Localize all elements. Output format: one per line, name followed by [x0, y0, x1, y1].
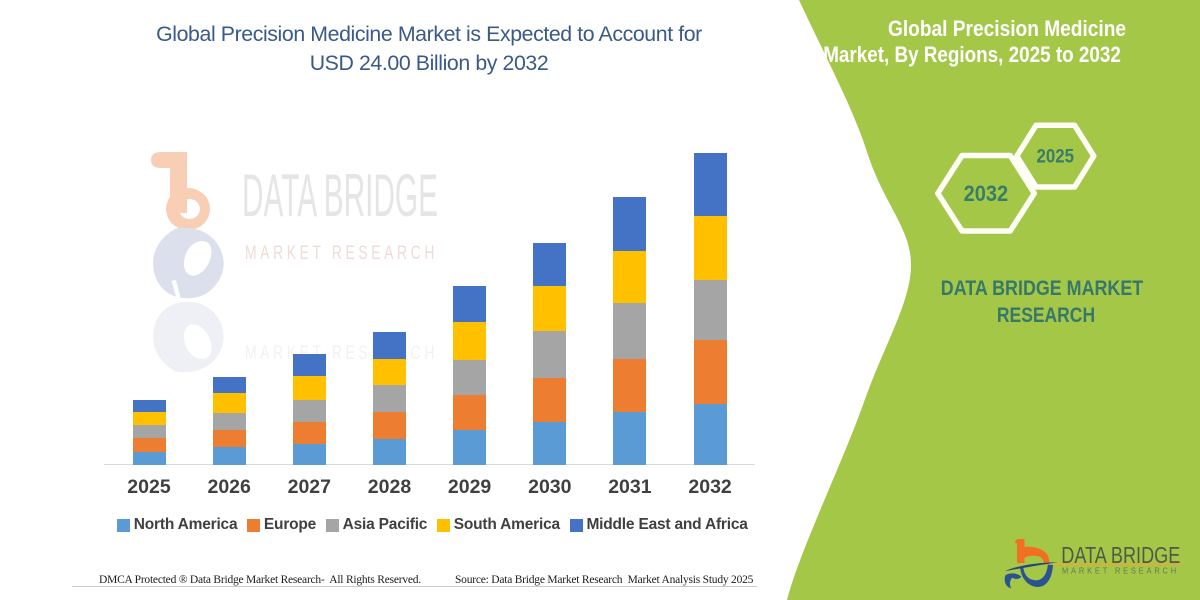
svg-text:2032: 2032 [964, 181, 1009, 206]
svg-text:2025: 2025 [1037, 147, 1075, 168]
svg-text:MARKET RESEARCH: MARKET RESEARCH [1062, 566, 1179, 575]
svg-text:DATA BRIDGE: DATA BRIDGE [242, 162, 438, 229]
svg-text:MARKET RESEARCH: MARKET RESEARCH [245, 343, 438, 364]
svg-text:MARKET RESEARCH: MARKET RESEARCH [245, 243, 438, 264]
